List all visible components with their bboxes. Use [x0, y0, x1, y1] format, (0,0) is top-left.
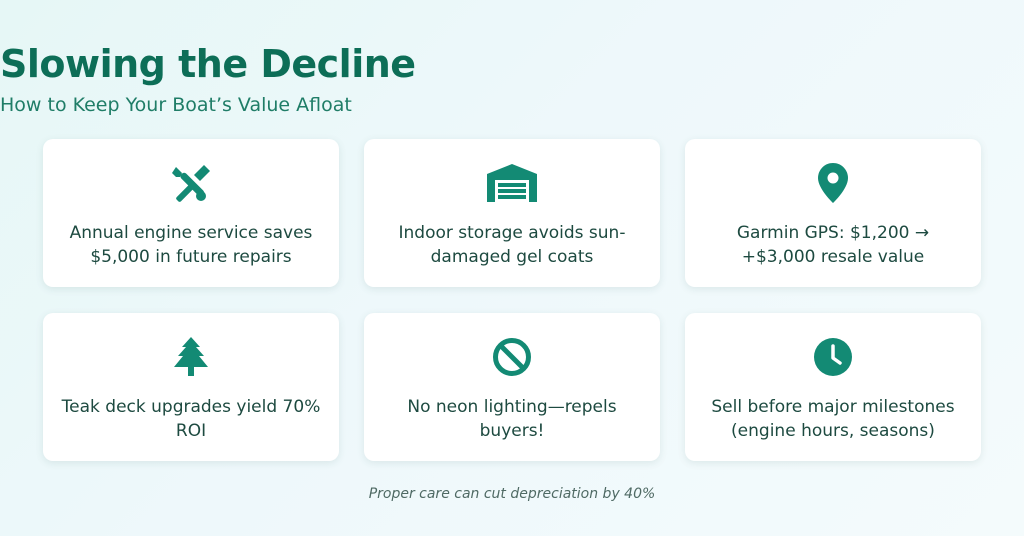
page-subtitle: How to Keep Your Boat’s Value Afloat: [0, 94, 352, 116]
tip-card-indoor-storage: Indoor storage avoids sun-damaged gel co…: [364, 139, 660, 287]
tip-text: Sell before major milestones (engine hou…: [711, 397, 955, 441]
tip-text: Indoor storage avoids sun-damaged gel co…: [398, 223, 626, 267]
tools-icon: [43, 163, 339, 203]
tips-grid: Annual engine service saves $5,000 in fu…: [43, 139, 981, 461]
tip-text: Annual engine service saves $5,000 in fu…: [69, 223, 313, 267]
tip-card-no-neon: No neon lighting—repels buyers!: [364, 313, 660, 461]
clock-icon: [685, 337, 981, 377]
footer-note: Proper care can cut depreciation by 40%: [368, 486, 656, 502]
tip-text: Teak deck upgrades yield 70% ROI: [61, 397, 321, 441]
tree-icon: [43, 337, 339, 377]
tip-text: No neon lighting—repels buyers!: [407, 397, 617, 441]
map-pin-icon: [685, 163, 981, 203]
tip-card-engine-service: Annual engine service saves $5,000 in fu…: [43, 139, 339, 287]
page-title: Slowing the Decline: [0, 42, 416, 86]
tip-text: Garmin GPS: $1,200 → +$3,000 resale valu…: [736, 223, 930, 267]
tip-card-teak-deck: Teak deck upgrades yield 70% ROI: [43, 313, 339, 461]
tip-card-sell-timing: Sell before major milestones (engine hou…: [685, 313, 981, 461]
garage-icon: [364, 163, 660, 203]
tip-card-gps: Garmin GPS: $1,200 → +$3,000 resale valu…: [685, 139, 981, 287]
ban-icon: [364, 337, 660, 377]
